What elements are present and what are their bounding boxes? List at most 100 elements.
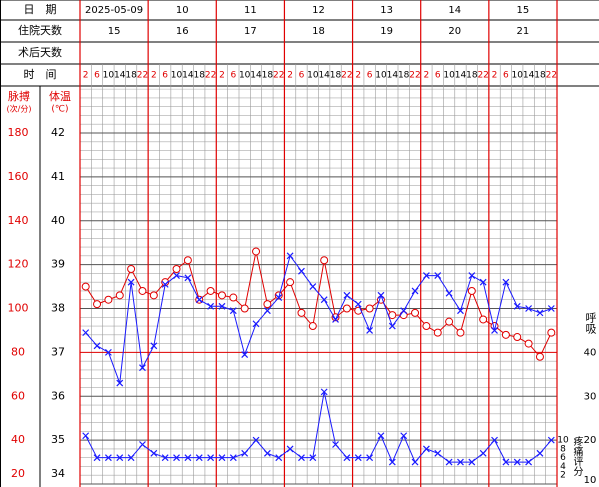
cross-point <box>116 379 124 387</box>
temp-point <box>535 352 544 361</box>
cross-point <box>139 441 146 448</box>
hospital-day-label: 住院天数 <box>18 23 62 37</box>
time-label: 6 <box>162 71 168 81</box>
temp-point <box>229 293 238 302</box>
cross-point <box>479 278 487 286</box>
time-label: 2 <box>83 71 89 81</box>
cross-point <box>354 300 362 308</box>
resp-tick-label: 20 <box>584 435 597 446</box>
cross-point <box>150 342 158 350</box>
cross-point <box>411 287 419 295</box>
cross-point <box>320 296 328 304</box>
cross-point <box>388 322 396 330</box>
date: 13 <box>380 5 393 16</box>
pain-title: 疼痛评分 <box>571 435 583 477</box>
time-label: 2 <box>219 71 225 81</box>
resp-title: 呼吸 <box>584 312 597 335</box>
temp-tick-label: 39 <box>51 258 65 271</box>
pulse-unit: (次/分) <box>7 104 32 114</box>
temp-point <box>263 300 272 309</box>
time-label: 2 <box>424 71 430 81</box>
cross-point <box>332 441 339 448</box>
temp-point <box>479 315 488 324</box>
cross-point <box>173 272 180 280</box>
temp-point <box>274 291 283 300</box>
cross-point <box>263 307 271 315</box>
cross-point <box>547 436 555 444</box>
temp-point <box>422 322 431 331</box>
temp-tick-label: 35 <box>51 433 65 446</box>
pulse-tick-label: 180 <box>8 126 29 139</box>
resp-tick-label: 30 <box>584 391 597 402</box>
cross-point <box>229 454 237 462</box>
time-label: 6 <box>299 71 305 81</box>
cross-point <box>445 458 453 466</box>
cross-point <box>139 364 146 372</box>
time-label: 2 <box>355 71 361 81</box>
pulse-tick-label: 20 <box>11 467 25 480</box>
time-label: 6 <box>503 71 509 81</box>
temp-tick-label: 36 <box>51 389 65 402</box>
cross-point <box>309 283 317 290</box>
cross-point <box>93 342 101 350</box>
cross-point <box>298 267 305 275</box>
time-label: 6 <box>230 71 236 81</box>
pulse-tick-label: 140 <box>8 214 29 227</box>
pain-tick-label: 2 <box>560 471 566 481</box>
cross-point <box>343 454 351 462</box>
temp-tick-label: 40 <box>51 214 65 227</box>
cross-point <box>513 458 521 466</box>
cross-point <box>173 454 180 462</box>
cross-point <box>82 329 90 337</box>
temp-point <box>149 291 158 300</box>
cross-point <box>127 454 135 462</box>
temp-point <box>342 304 351 313</box>
cross-point <box>93 454 101 462</box>
temp-point <box>297 308 306 317</box>
temp-point <box>456 328 465 337</box>
cross-point <box>434 449 442 457</box>
time-label: 14 <box>523 71 535 81</box>
time-label: 10 <box>307 71 319 81</box>
temp-point <box>513 333 522 342</box>
time-label: 2 <box>151 71 157 81</box>
time-label: 10 <box>375 71 387 81</box>
hospital-day: 18 <box>312 26 325 37</box>
cross-point <box>525 305 533 312</box>
date: 14 <box>448 5 461 16</box>
cross-point <box>218 454 226 462</box>
temp-tick-label: 41 <box>51 170 65 183</box>
temp-point <box>365 304 374 313</box>
cross-point <box>422 445 430 453</box>
hospital-day: 20 <box>448 26 461 37</box>
cross-point <box>161 280 169 288</box>
cross-point <box>332 316 339 323</box>
cross-point <box>377 432 385 440</box>
temp-point <box>240 304 249 313</box>
temp-point <box>93 300 102 309</box>
time-label: 18 <box>398 71 410 81</box>
cross-point <box>457 307 464 315</box>
temp-point <box>411 308 420 317</box>
time-label: 18 <box>534 71 546 81</box>
date-label: 日 期 <box>24 3 57 16</box>
pulse-tick-label: 40 <box>11 433 25 446</box>
time-label: 18 <box>194 71 206 81</box>
cross-point <box>252 320 260 328</box>
cross-point <box>150 449 158 457</box>
cross-point <box>127 278 135 286</box>
temp-point <box>104 295 113 304</box>
time-label: 2 <box>492 71 498 81</box>
temp-unit: (℃) <box>51 105 68 115</box>
time-label: 18 <box>466 71 478 81</box>
time-label: 22 <box>137 71 148 81</box>
cross-point <box>320 388 328 396</box>
hospital-day: 16 <box>176 26 189 37</box>
time-label: 时 间 <box>24 68 57 81</box>
time-label: 14 <box>250 71 262 81</box>
temp-point <box>138 286 147 295</box>
cross-point <box>354 454 362 462</box>
time-label: 10 <box>103 71 115 81</box>
pulse-tick-label: 160 <box>8 170 29 183</box>
